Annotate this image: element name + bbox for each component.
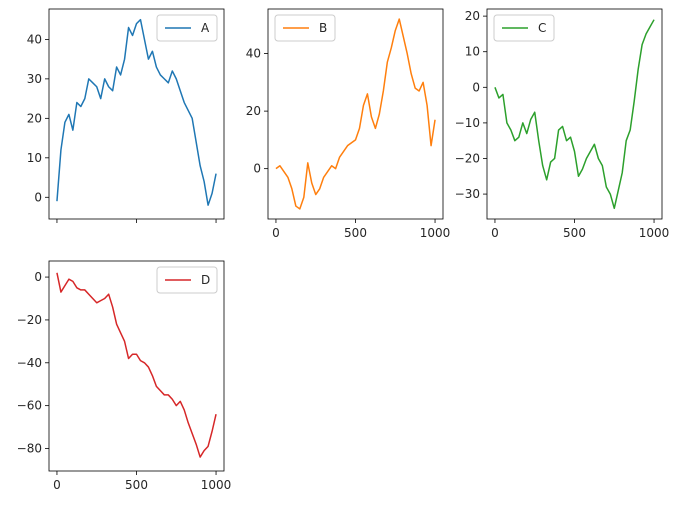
legend: D xyxy=(156,266,218,294)
y-tick-label: 40 xyxy=(246,47,261,61)
y-tick-label: −40 xyxy=(17,356,42,370)
panel-a: 0 10 20 30 40 A xyxy=(27,8,225,223)
y-tick-label: 30 xyxy=(27,72,42,86)
legend-label: B xyxy=(319,21,327,35)
y-tick-label: −80 xyxy=(17,442,42,456)
series-line-C xyxy=(494,19,655,210)
legend-label: C xyxy=(538,21,546,35)
y-tick-label: −60 xyxy=(17,399,42,413)
legend-label: D xyxy=(201,273,210,287)
legend: C xyxy=(493,14,555,42)
panel-c: 0 500 1000 −30 −20 −10 0 10 20 C xyxy=(455,8,670,240)
x-tick-label: 1000 xyxy=(420,226,451,240)
x-tick-label: 1000 xyxy=(639,226,670,240)
y-tick-label: −20 xyxy=(455,151,480,165)
x-tick-label: 0 xyxy=(491,226,499,240)
panel-b: 0 500 1000 0 20 40 B xyxy=(246,8,451,240)
y-tick-label: 10 xyxy=(27,151,42,165)
y-tick-label: 0 xyxy=(472,80,480,94)
series-line-B xyxy=(275,18,436,210)
y-tick-label: −10 xyxy=(455,116,480,130)
legend: A xyxy=(156,14,218,42)
x-tick-label: 0 xyxy=(53,478,61,492)
x-tick-label: 500 xyxy=(125,478,148,492)
y-tick-label: 0 xyxy=(253,162,261,176)
legend-label: A xyxy=(201,21,210,35)
y-tick-label: 20 xyxy=(246,104,261,118)
y-tick-label: −30 xyxy=(455,187,480,201)
legend: B xyxy=(274,14,336,42)
x-tick-label: 500 xyxy=(563,226,586,240)
x-tick-label: 0 xyxy=(272,226,280,240)
y-tick-label: 20 xyxy=(27,111,42,125)
series-line-A xyxy=(56,18,217,206)
x-tick-label: 500 xyxy=(344,226,367,240)
y-tick-label: 10 xyxy=(465,45,480,59)
panel-d: 0 500 1000 −80 −60 −40 −20 0 D xyxy=(17,260,232,492)
y-tick-label: 0 xyxy=(34,270,42,284)
y-tick-label: 20 xyxy=(465,9,480,23)
y-tick-label: 40 xyxy=(27,32,42,46)
x-tick-label: 1000 xyxy=(201,478,232,492)
y-tick-label: −20 xyxy=(17,313,42,327)
series-line-D xyxy=(56,272,217,458)
y-tick-label: 0 xyxy=(34,190,42,204)
